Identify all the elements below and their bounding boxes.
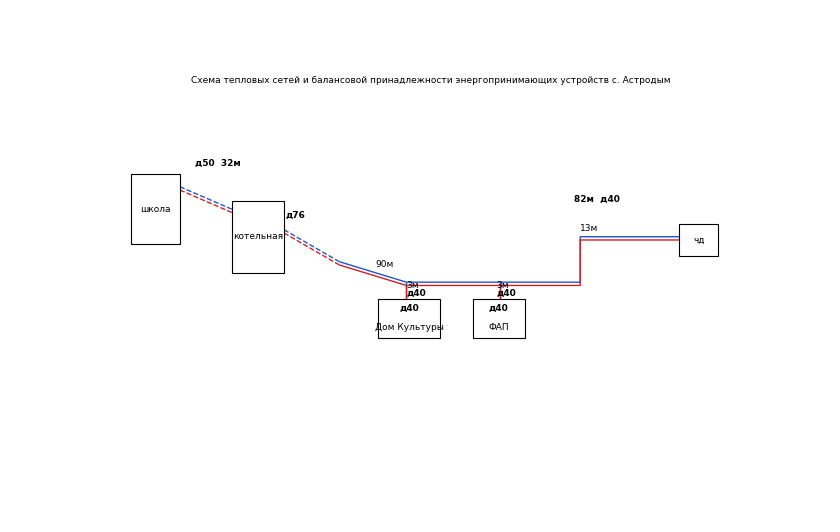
Text: д40: д40 — [496, 289, 516, 298]
Text: 90м: 90м — [375, 261, 394, 270]
FancyBboxPatch shape — [232, 201, 284, 273]
Text: котельная: котельная — [233, 232, 283, 242]
Text: 3м: 3м — [496, 281, 509, 290]
FancyBboxPatch shape — [131, 174, 180, 244]
Text: школа: школа — [140, 205, 171, 214]
Text: д76: д76 — [286, 211, 306, 220]
Text: 3м: 3м — [407, 281, 419, 290]
Text: чд: чд — [693, 236, 705, 245]
FancyBboxPatch shape — [680, 223, 718, 256]
Text: д40: д40 — [400, 304, 419, 313]
Text: 13м: 13м — [580, 223, 599, 232]
FancyBboxPatch shape — [379, 300, 440, 338]
Text: 82м  д40: 82м д40 — [574, 195, 620, 204]
Text: д50  32м: д50 32м — [195, 159, 240, 168]
Text: Дом Культуры: Дом Культуры — [375, 323, 444, 332]
Text: ФАП: ФАП — [489, 323, 509, 332]
FancyBboxPatch shape — [473, 300, 525, 338]
Text: д40: д40 — [489, 304, 509, 313]
Text: д40: д40 — [407, 289, 426, 298]
Text: Схема тепловых сетей и балансовой принадлежности энергопринимающих устройств с. : Схема тепловых сетей и балансовой принад… — [191, 76, 670, 85]
